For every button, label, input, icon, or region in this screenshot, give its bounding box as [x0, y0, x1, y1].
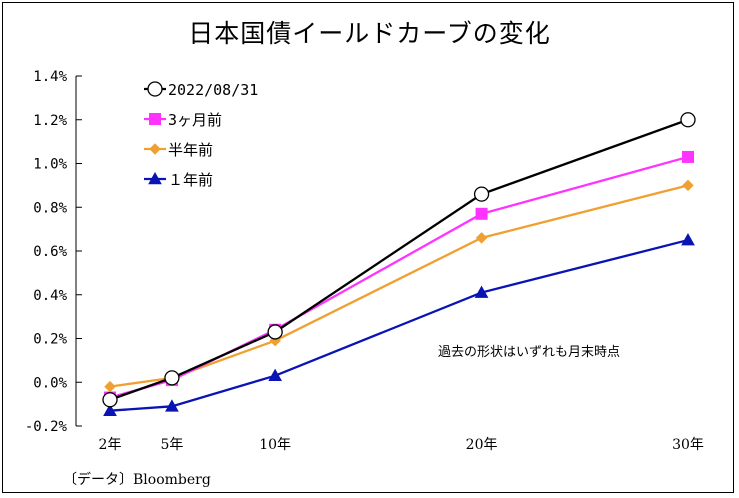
y-tick-label: 0.0% — [33, 375, 67, 391]
chart-annotation: 過去の形状はいずれも月末時点 — [438, 345, 621, 360]
y-tick-label: 0.4% — [33, 288, 67, 304]
x-tick-label: 5年 — [160, 437, 183, 453]
data-point-3 — [165, 399, 179, 412]
data-point-1 — [682, 150, 694, 163]
y-tick-label: 0.2% — [33, 332, 67, 348]
data-point-3 — [681, 233, 695, 246]
series-line-3 — [109, 238, 689, 412]
x-tick-label: 10年 — [259, 437, 291, 453]
y-tick-label: 0.8% — [33, 200, 67, 216]
y-tick-label: 0.6% — [33, 244, 67, 260]
data-point-3 — [268, 368, 282, 381]
x-tick-label: 30年 — [672, 437, 704, 453]
series-line-1 — [109, 155, 689, 399]
y-tick-label: 1.4% — [33, 69, 67, 85]
data-point-0 — [164, 370, 180, 386]
data-point-1 — [475, 207, 488, 220]
y-tick-label: 1.2% — [33, 113, 67, 129]
data-point-2 — [475, 232, 488, 244]
y-tick-label: 1.0% — [33, 157, 67, 173]
data-point-3 — [474, 285, 489, 298]
x-tick-label: 20年 — [466, 437, 498, 453]
data-point-0 — [267, 324, 283, 340]
legend-label-3: １年前 — [168, 171, 213, 189]
legend-marker-1 — [149, 113, 161, 125]
legend-marker-0 — [147, 81, 163, 97]
chart-frame — [2, 2, 734, 493]
legend-label-0: 2022/08/31 — [168, 81, 258, 99]
legend-marker-3 — [148, 171, 162, 185]
data-point-3 — [103, 403, 117, 416]
data-point-0 — [473, 186, 490, 202]
legend-label-1: 3ヶ月前 — [168, 111, 222, 129]
data-point-2 — [682, 179, 694, 192]
data-point-2 — [104, 380, 116, 393]
data-point-0 — [680, 112, 696, 128]
y-tick-label: -0.2% — [25, 419, 68, 435]
source-note: 〔データ〕Bloomberg — [63, 472, 211, 488]
data-point-0 — [102, 392, 118, 408]
chart-title: 日本国債イールドカーブの変化 — [188, 19, 551, 48]
x-tick-label: 2年 — [99, 437, 122, 453]
legend-label-2: 半年前 — [168, 141, 213, 159]
legend-marker-2 — [149, 143, 161, 155]
